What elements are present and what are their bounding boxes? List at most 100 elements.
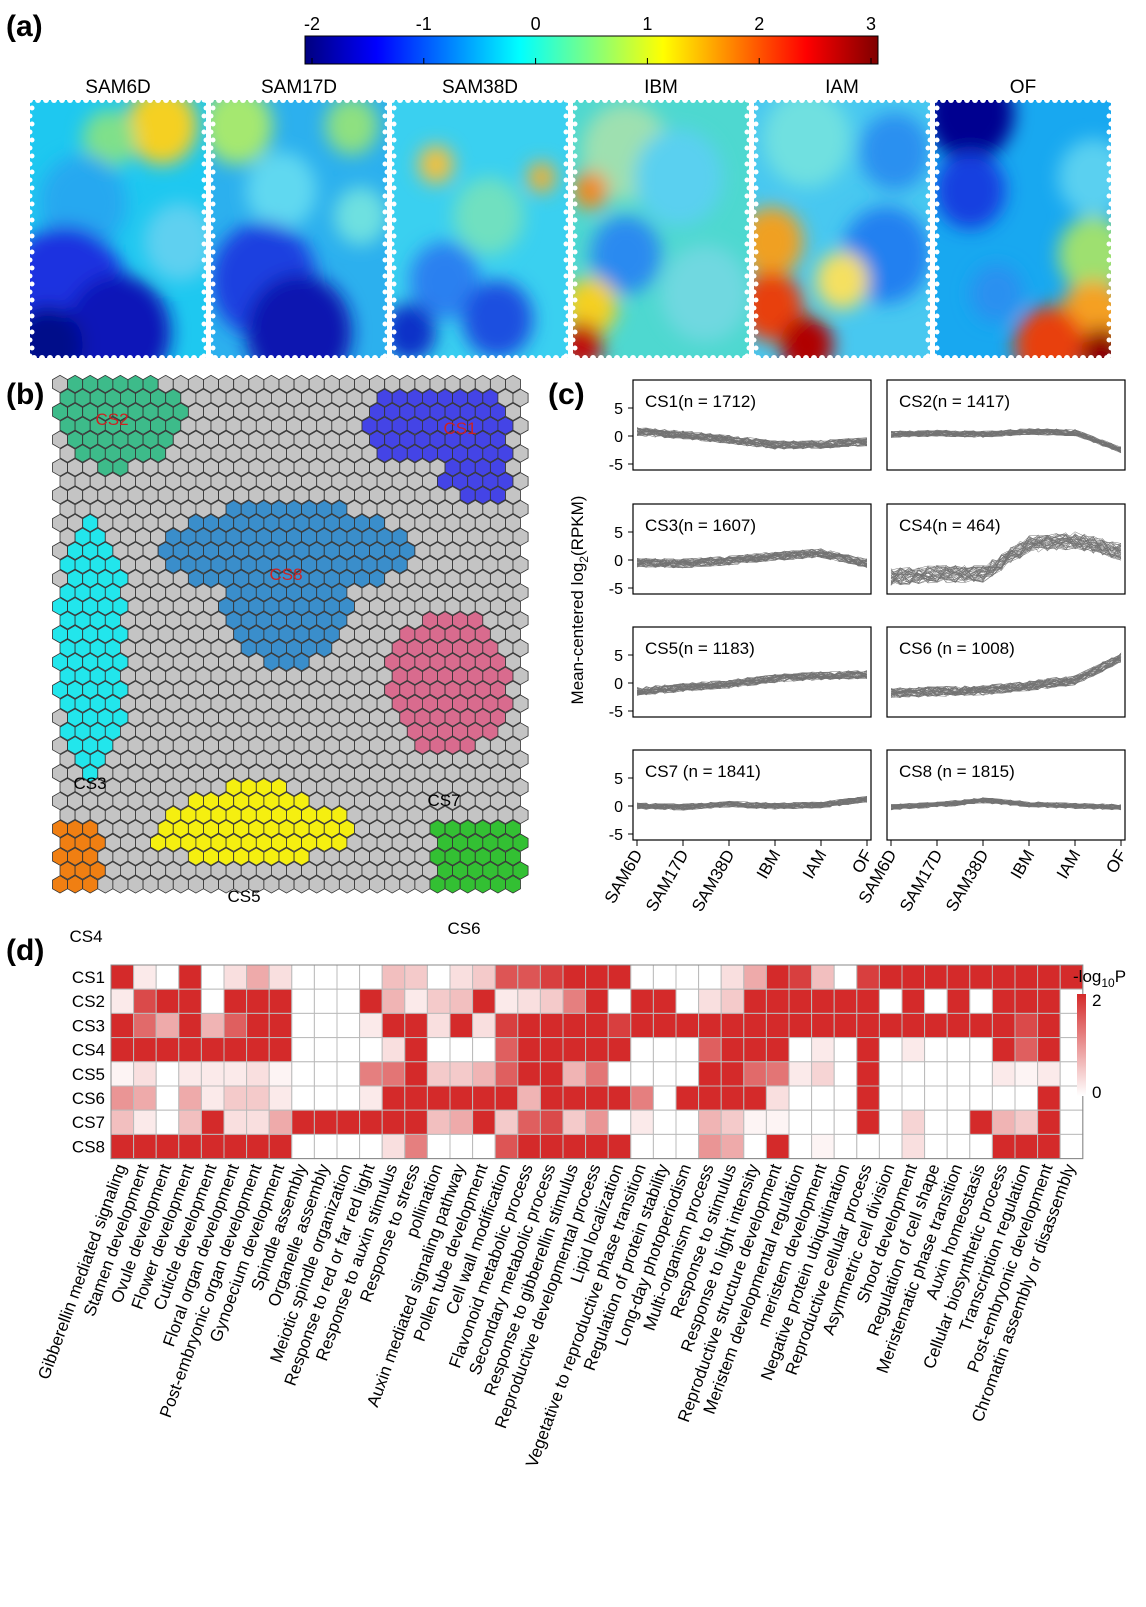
som-hex-cell (384, 791, 401, 811)
heatmap-cell (1014, 1061, 1039, 1087)
heatmap-cell (1014, 1037, 1039, 1063)
heatmap-cell (630, 1109, 654, 1135)
heatmap-cell (585, 1085, 609, 1111)
profile-lines (890, 797, 1122, 811)
heatmap-cell (313, 1109, 338, 1135)
x-tick-label: SAM17D (642, 847, 692, 915)
heatmap-cell (901, 1012, 926, 1039)
heatmap-cell (472, 1133, 496, 1160)
heatmap-cell (472, 964, 496, 990)
heatmap-cell (381, 1133, 406, 1160)
heatmap-cell (426, 988, 451, 1014)
heatmap-cell (991, 988, 1016, 1014)
heatmap-cell (901, 1109, 926, 1135)
heatmap-cell (562, 1085, 587, 1111)
heatmap-cell (969, 964, 993, 990)
heatmap-cell (720, 1133, 745, 1160)
heatmap-cell (743, 1109, 767, 1135)
som-map-title: SAM6D (85, 77, 150, 98)
y-tick-label: 5 (614, 525, 623, 542)
heatmap-cell (856, 1061, 880, 1087)
heatmap-cell (449, 1012, 474, 1039)
som-hex-cell (505, 652, 521, 672)
som-hex-cell (512, 777, 529, 797)
heatmap-cell (404, 988, 428, 1014)
heatmap-cell (359, 964, 383, 990)
heatmap-cell (788, 1109, 813, 1135)
profile-box-cs6: CS6 (n = 1008) (886, 626, 1126, 718)
panel-b-label: (b) (6, 378, 44, 411)
heatmap-cell (788, 988, 813, 1014)
heatmap-cell (1059, 1133, 1084, 1160)
profile-lines (890, 428, 1122, 454)
heatmap-cell (924, 1085, 948, 1111)
heatmap-cell (811, 1012, 835, 1039)
som-hex-cell (512, 833, 529, 852)
cluster-label-cs6: CS6 (447, 919, 480, 938)
profile-box-title: CS6 (n = 1008) (899, 639, 1015, 658)
heatmap-cell (291, 1085, 315, 1111)
heatmap-cell (449, 1037, 474, 1063)
som-map-title: IBM (644, 77, 678, 98)
heatmap-cell (878, 1037, 903, 1063)
som-hex-cell (112, 819, 129, 838)
legend-title: -log10P (1073, 967, 1126, 990)
heatmap-cell (291, 964, 315, 990)
heatmap-cell (720, 1109, 745, 1135)
colorbar-tick-label: -2 (304, 14, 320, 34)
som-hex-cell (505, 708, 521, 727)
heatmap-cell (426, 1061, 451, 1087)
heatmap-cell (426, 1085, 451, 1111)
heatmap-cell (675, 1109, 700, 1135)
panel-a-label: (a) (6, 10, 43, 43)
heatmap-cell (878, 1012, 903, 1039)
som-hex-cell (512, 499, 529, 519)
heatmap-cell (833, 1037, 858, 1063)
som-hex-cell (512, 583, 529, 602)
som-hex-cell (512, 666, 529, 686)
legend-min-label: 0 (1092, 1083, 1101, 1102)
profile-lines (636, 670, 868, 696)
heatmap-cell (313, 964, 338, 990)
som-hex-cell (429, 625, 446, 644)
som-hex-cell (278, 486, 295, 505)
heatmap-cell (833, 1109, 858, 1135)
heatmap-cell (539, 1012, 564, 1039)
x-tick-label: IBM (753, 847, 785, 883)
heatmap-cell (969, 1012, 993, 1039)
heatmap-cell (494, 1061, 519, 1087)
heatmap-cell (856, 1085, 880, 1111)
heatmap-cell (585, 1061, 609, 1087)
heatmap-cell (494, 1133, 519, 1160)
heatmap-cell (517, 1012, 541, 1039)
heatmap-cell (607, 1085, 632, 1111)
colorbar-tick-label: -1 (416, 14, 432, 34)
heatmap-cell (517, 964, 541, 990)
heatmap-cell (268, 964, 293, 990)
heatmap-cell (359, 1133, 383, 1160)
som-hex-cell (429, 652, 446, 672)
x-tick-label: IAM (1053, 847, 1085, 883)
heatmap-cell (539, 1109, 564, 1135)
heatmap-cell (652, 1061, 677, 1087)
heatmap-cell (381, 1109, 406, 1135)
som-hex-cell (505, 680, 521, 699)
heatmap-cell (291, 1012, 315, 1039)
som-hex-cell (82, 680, 99, 699)
heatmap-cell (1037, 1109, 1061, 1135)
heatmap-cell (426, 1133, 451, 1160)
x-tick-label: SAM38D (688, 847, 738, 915)
som-hex-cell (512, 861, 529, 880)
y-tick-label: 5 (614, 401, 623, 418)
heatmap-cell (313, 1012, 338, 1039)
heatmap-cell (472, 1012, 496, 1039)
som-hex-cell (459, 625, 476, 644)
som-hex-cell (505, 875, 521, 894)
heatmap-row-label: CS6 (72, 1089, 105, 1108)
som-hex-cell (512, 694, 529, 713)
profile-lines (890, 652, 1122, 698)
heatmap-cell (811, 1037, 835, 1063)
heatmap-cell (720, 1061, 745, 1087)
som-hex-cell (505, 569, 521, 588)
cluster-label-cs2: CS2 (95, 410, 128, 429)
